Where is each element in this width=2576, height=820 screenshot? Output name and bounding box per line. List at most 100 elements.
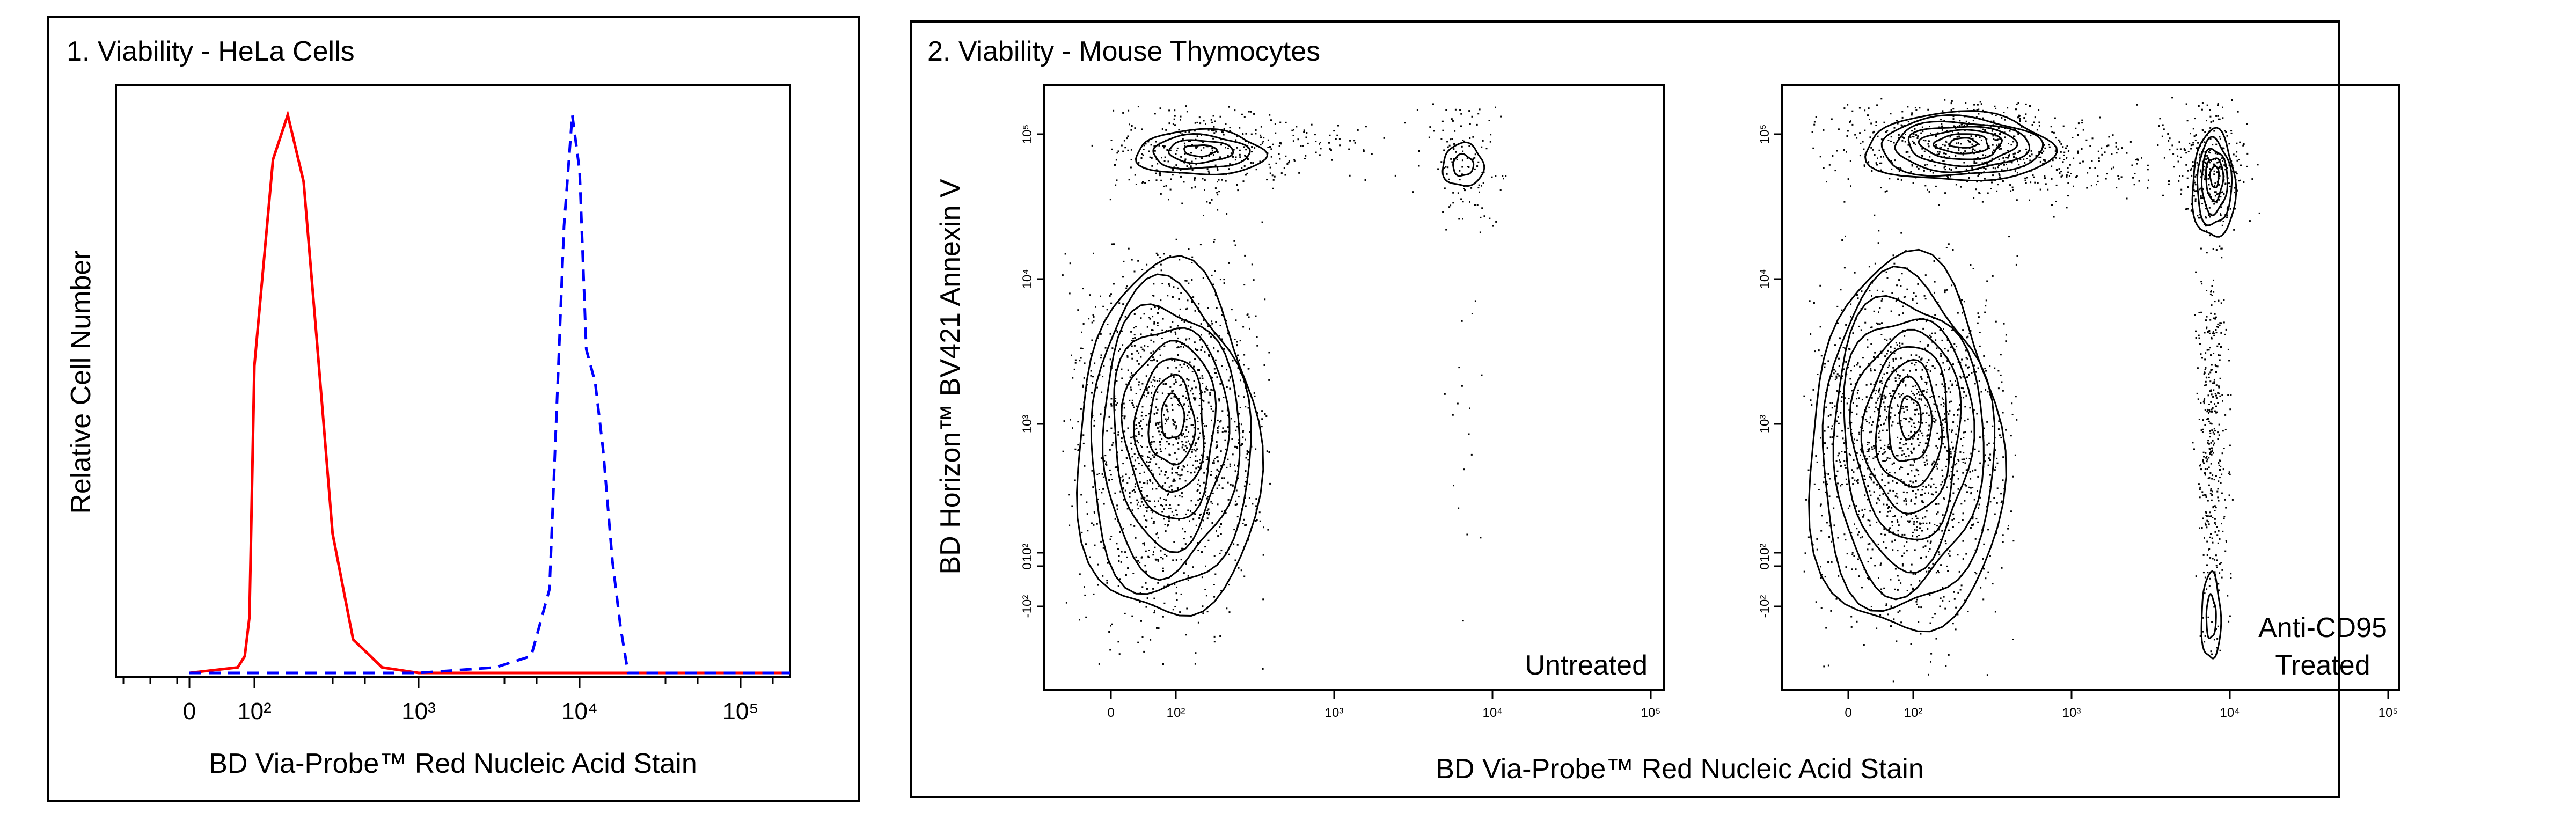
event-dot — [1193, 449, 1195, 451]
event-dot — [1150, 360, 1152, 362]
event-dot — [2066, 145, 2068, 147]
event-dot — [2212, 440, 2214, 442]
event-dot — [1185, 105, 1187, 107]
event-dot — [1934, 613, 1936, 615]
event-dot — [1150, 339, 1152, 341]
event-dot — [2097, 180, 2099, 182]
event-dot — [1476, 204, 1479, 206]
event-dot — [1255, 505, 1257, 507]
event-dot — [1111, 347, 1114, 349]
event-dot — [1898, 524, 1900, 526]
event-dot — [1872, 149, 1874, 151]
histogram-series-dead — [189, 114, 790, 675]
event-dot — [1196, 135, 1198, 137]
event-dot — [1155, 422, 1157, 424]
event-dot — [1986, 674, 1988, 676]
event-dot — [1264, 298, 1266, 301]
event-dot — [1305, 136, 1307, 138]
event-dot — [1115, 398, 1117, 399]
event-dot — [2204, 372, 2206, 374]
event-dot — [1863, 475, 1865, 477]
event-dot — [1940, 355, 1942, 357]
event-dot — [1876, 104, 1878, 106]
event-dot — [1160, 550, 1162, 552]
event-dot — [2059, 172, 2061, 174]
event-dot — [2220, 196, 2222, 198]
event-dot — [1148, 150, 1150, 152]
event-dot — [2240, 179, 2241, 181]
event-dot — [2236, 189, 2238, 192]
event-dot — [2177, 155, 2179, 157]
contour-untreated-x-ticks: 0 10² 10³ 10⁴ 10⁵ — [1107, 690, 1660, 720]
event-dot — [1136, 435, 1138, 437]
event-dot — [2024, 177, 2026, 179]
event-dot — [1198, 479, 1200, 481]
event-dot — [2048, 146, 2051, 148]
event-dot — [1996, 462, 1999, 464]
event-dot — [1941, 469, 1943, 471]
event-dot — [1314, 134, 1316, 136]
event-dot — [2228, 471, 2230, 473]
event-dot — [1935, 572, 1937, 574]
event-dot — [1163, 553, 1166, 555]
event-dot — [1121, 144, 1123, 147]
event-dot — [1218, 335, 1220, 337]
event-dot — [1963, 162, 1965, 164]
event-dot — [1269, 482, 1271, 485]
event-dot — [1917, 135, 1919, 137]
event-dot — [1849, 348, 1851, 350]
event-dot — [1906, 550, 1908, 552]
event-dot — [2209, 511, 2211, 514]
event-dot — [1261, 418, 1263, 420]
event-dot — [1853, 438, 1855, 441]
event-dot — [1490, 134, 1492, 136]
event-dot — [1907, 106, 1909, 108]
event-dot — [1930, 478, 1933, 480]
event-dot — [1828, 525, 1831, 527]
event-dot — [2194, 198, 2197, 200]
event-dot — [1929, 548, 1931, 550]
event-dot — [1157, 312, 1159, 314]
event-dot — [2208, 376, 2210, 378]
event-dot — [1085, 543, 1087, 545]
event-dot — [1908, 484, 1910, 486]
event-dot — [1108, 415, 1110, 418]
event-dot — [1185, 419, 1188, 421]
event-dot — [1911, 452, 1913, 454]
event-dot — [1126, 482, 1129, 484]
event-dot — [1149, 421, 1151, 423]
event-dot — [1236, 446, 1238, 448]
event-dot — [1920, 606, 1922, 609]
event-dot — [1097, 563, 1099, 566]
event-dot — [1140, 356, 1142, 358]
event-dot — [1174, 360, 1176, 362]
event-dot — [1194, 341, 1196, 343]
event-dot — [1973, 162, 1975, 164]
event-dot — [2044, 160, 2046, 163]
event-dot — [1167, 494, 1169, 496]
event-dot — [1884, 444, 1886, 446]
event-dot — [1992, 425, 1994, 427]
event-dot — [1085, 616, 1087, 618]
event-dot — [1182, 138, 1184, 140]
event-dot — [1891, 370, 1893, 372]
event-dot — [1817, 374, 1819, 375]
event-dot — [1203, 425, 1205, 427]
event-dot — [1118, 653, 1121, 655]
event-dot — [1998, 420, 2000, 422]
event-dot — [2062, 146, 2064, 148]
event-dot — [1173, 420, 1175, 422]
event-dot — [1955, 184, 1957, 186]
event-dot — [1997, 370, 2000, 372]
event-dot — [1259, 520, 1261, 522]
event-dot — [1841, 484, 1843, 486]
event-dot — [2211, 364, 2213, 366]
event-dot — [1163, 414, 1165, 416]
event-dot — [2214, 185, 2216, 187]
histogram-y-axis-title: Relative Cell Number — [65, 250, 97, 514]
event-dot — [2246, 123, 2248, 125]
event-dot — [1896, 482, 1898, 484]
event-dot — [2024, 135, 2026, 137]
event-dot — [1141, 128, 1143, 130]
event-dot — [2219, 572, 2221, 574]
